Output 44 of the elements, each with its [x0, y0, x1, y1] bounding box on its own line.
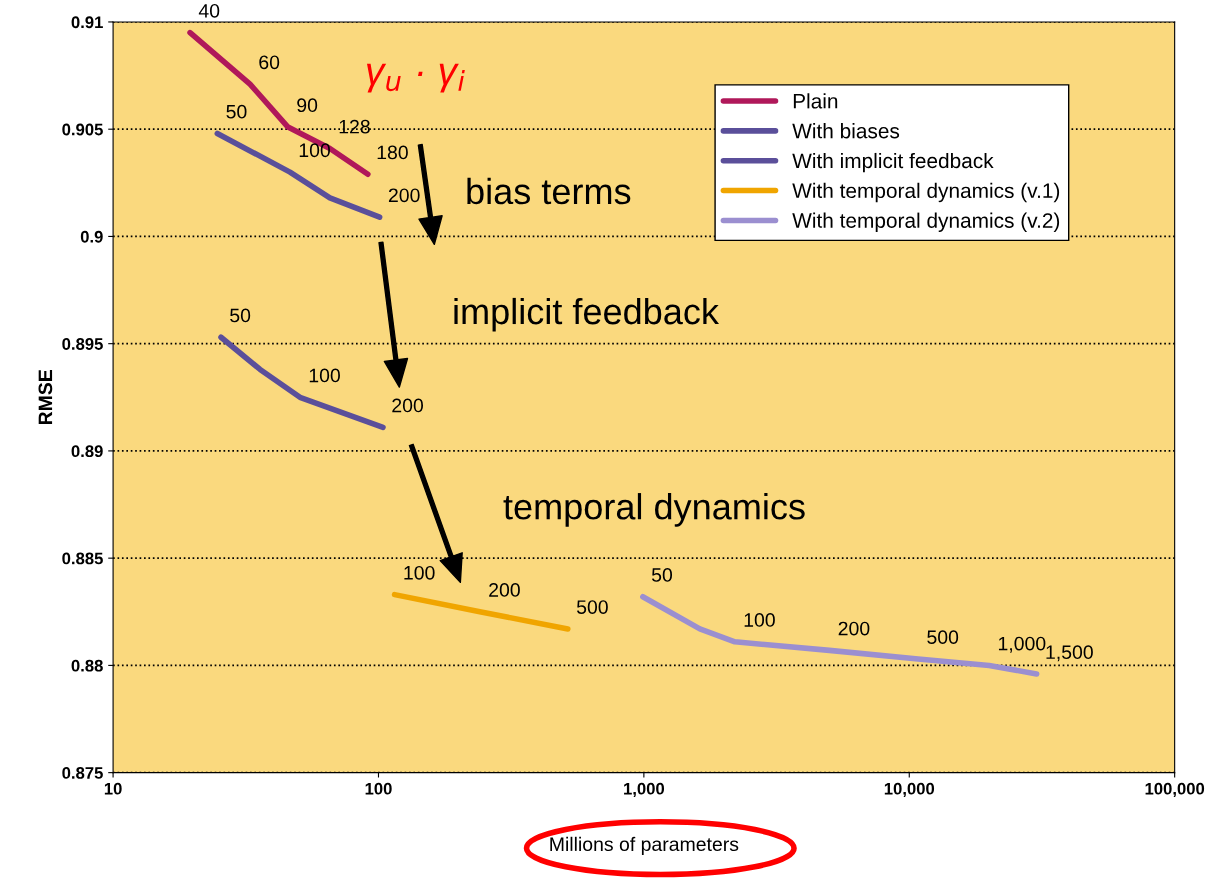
y-tick-label: 0.905	[62, 123, 103, 136]
annotation: bias terms	[467, 177, 631, 205]
y-tick-label: 0.89	[71, 445, 103, 458]
annotation: 60	[259, 55, 280, 70]
x-tick-label: 10,000	[884, 782, 935, 798]
annotation: temporal dynamics	[503, 493, 805, 527]
y-tick-label: 0.91	[71, 16, 103, 29]
annotation: 100	[744, 613, 775, 627]
x-axis-title: Millions of parameters	[550, 836, 739, 855]
y-tick-label: 0.875	[62, 767, 103, 779]
x-tick-label: 100,000	[1145, 782, 1205, 798]
annotation: 500	[927, 630, 959, 645]
annotation: 128	[339, 119, 370, 134]
annotation: 100	[299, 143, 330, 158]
annotation: 90	[297, 98, 318, 113]
x-tick-label: 1,000	[624, 782, 665, 798]
y-axis-title: RMSE	[38, 369, 53, 425]
legend-label: With implicit feedback	[792, 152, 994, 173]
x-tick-label: 10	[104, 782, 122, 795]
annotation: 500	[576, 600, 608, 614]
y-tick-label: 0.885	[62, 552, 103, 565]
legend-label: With temporal dynamics (v.1)	[792, 182, 1060, 203]
annotation: 200	[388, 188, 420, 203]
annotation: 100	[404, 565, 435, 580]
annotation: 200	[838, 621, 870, 636]
x-tick-label: 100	[365, 782, 392, 795]
annotation: 1,000	[998, 636, 1046, 653]
annotation: γ$_{u}$ · γ$_{i}$	[366, 63, 465, 93]
annotation: 100	[309, 368, 340, 383]
legend-label: With temporal dynamics (v.2)	[792, 212, 1060, 233]
annotation: 200	[392, 398, 424, 413]
y-tick-label: 0.9	[80, 230, 103, 243]
y-tick-label: 0.88	[71, 659, 103, 672]
annotation: implicit feedback	[454, 297, 720, 332]
annotation: 200	[489, 583, 520, 597]
annotation: 40	[198, 3, 220, 18]
legend-label: Plain	[793, 93, 838, 109]
legend-label: With biases	[792, 123, 900, 139]
annotation: 50	[230, 308, 251, 323]
annotation: 180	[377, 145, 408, 160]
annotation: 50	[226, 104, 247, 119]
annotation: 50	[651, 568, 673, 582]
y-tick-label: 0.895	[62, 338, 103, 350]
annotation: 1,500	[1046, 645, 1093, 662]
